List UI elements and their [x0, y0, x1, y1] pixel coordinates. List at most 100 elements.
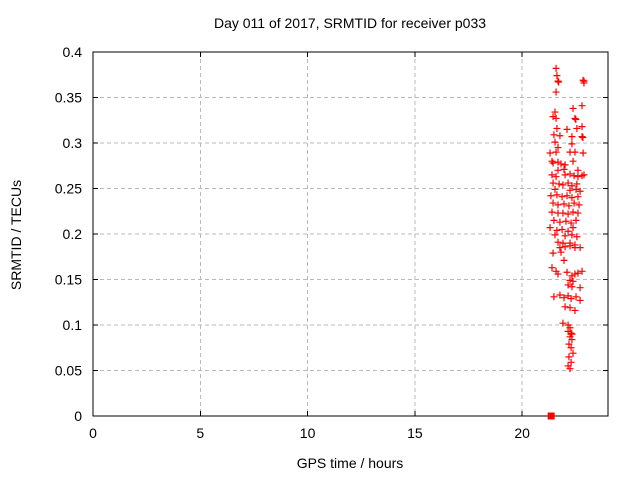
data-point-plus — [576, 296, 584, 304]
data-point-plus — [549, 199, 557, 207]
y-tick-label: 0.15 — [55, 272, 82, 288]
data-point-plus — [553, 124, 561, 132]
x-tick-label: 15 — [407, 425, 423, 441]
data-point-plus — [566, 170, 574, 178]
data-point-plus — [572, 293, 580, 301]
data-point-plus — [557, 160, 565, 168]
y-tick-label: 0 — [74, 408, 82, 424]
y-tick-label: 0.1 — [63, 317, 83, 333]
data-point-plus — [561, 243, 569, 251]
data-point-plus — [573, 180, 581, 188]
data-point-plus — [562, 217, 570, 225]
data-point-plus — [567, 358, 575, 366]
data-point-plus — [553, 191, 561, 199]
x-axis-title: GPS time / hours — [296, 455, 404, 471]
data-point-plus — [556, 132, 564, 140]
data-point-plus — [566, 186, 574, 194]
data-point-plus — [578, 267, 586, 275]
data-point-plus — [554, 77, 562, 85]
data-point-plus — [551, 185, 559, 193]
data-point-plus — [564, 281, 572, 289]
data-point-plus — [563, 125, 571, 133]
data-point-plus — [575, 201, 583, 209]
data-point-plus — [550, 131, 558, 139]
data-point-plus — [552, 148, 560, 156]
data-point-plus — [554, 238, 562, 246]
data-point-plus — [566, 242, 574, 250]
data-point-plus — [578, 102, 586, 110]
data-point-plus — [576, 284, 584, 292]
data-point-plus — [566, 324, 574, 332]
data-point-plus — [567, 219, 575, 227]
data-point-plus — [569, 277, 577, 285]
data-point-plus — [549, 179, 557, 187]
data-point-plus — [559, 319, 567, 327]
data-point-plus — [569, 104, 577, 112]
data-point-plus — [556, 244, 564, 252]
data-point-plus — [572, 216, 580, 224]
data-point-plus — [551, 108, 559, 116]
data-point-plus — [569, 157, 577, 165]
plot-border — [92, 51, 609, 417]
data-point-plus — [561, 171, 569, 179]
data-point-plus — [550, 216, 558, 224]
data-point-plus — [552, 173, 560, 181]
data-point-plus — [565, 340, 573, 348]
data-point-plus — [568, 231, 576, 239]
data-point-plus — [559, 209, 567, 217]
data-point-plus — [564, 179, 572, 187]
data-point-plus — [571, 306, 579, 314]
data-point-plus — [548, 157, 556, 165]
data-point-plus — [571, 114, 579, 122]
data-point-plus — [578, 133, 586, 141]
data-point-plus — [561, 232, 569, 240]
data-point-plus — [578, 123, 586, 131]
data-point-plus — [573, 233, 581, 241]
data-point-plus — [554, 166, 562, 174]
data-point-plus — [574, 209, 582, 217]
data-point-plus — [579, 134, 587, 142]
y-tick-label: 0.25 — [55, 181, 82, 197]
data-point-plus — [550, 293, 558, 301]
data-point-plus — [560, 200, 568, 208]
data-point-plus — [546, 224, 554, 232]
data-point-plus — [549, 159, 557, 167]
data-point-plus — [551, 231, 559, 239]
data-point-plus — [546, 149, 554, 157]
x-tick-label: 20 — [514, 425, 530, 441]
data-point-plus — [548, 208, 556, 216]
data-point-plus — [553, 226, 561, 234]
data-point-plus — [568, 194, 576, 202]
x-tick-label: 5 — [196, 425, 204, 441]
data-point-plus — [565, 202, 573, 210]
data-point-square — [547, 412, 555, 420]
data-point-plus — [574, 193, 582, 201]
data-point-plus — [549, 249, 557, 257]
data-point-plus — [548, 264, 556, 272]
data-point-plus — [571, 148, 579, 156]
y-tick-label: 0.2 — [63, 226, 83, 242]
data-point-plus — [557, 248, 565, 256]
data-point-plus — [574, 269, 582, 277]
data-point-plus — [555, 180, 563, 188]
data-point-plus — [569, 208, 577, 216]
data-point-plus — [552, 64, 560, 72]
data-point-plus — [574, 173, 582, 181]
data-point-plus — [567, 295, 575, 303]
data-point-plus — [568, 283, 576, 291]
x-tick-label: 10 — [300, 425, 316, 441]
data-point-plus — [558, 225, 566, 233]
data-point-plus — [554, 144, 562, 152]
data-point-plus — [566, 304, 574, 312]
data-point-plus — [576, 244, 584, 252]
data-point-plus — [572, 115, 580, 123]
data-point-plus — [547, 192, 555, 200]
data-point-plus — [564, 227, 572, 235]
data-point-plus — [568, 182, 576, 190]
data-point-plus — [564, 210, 572, 218]
data-point-plus — [573, 124, 581, 132]
data-point-plus — [567, 344, 575, 352]
data-point-plus — [569, 224, 577, 232]
data-point-plus — [570, 199, 578, 207]
